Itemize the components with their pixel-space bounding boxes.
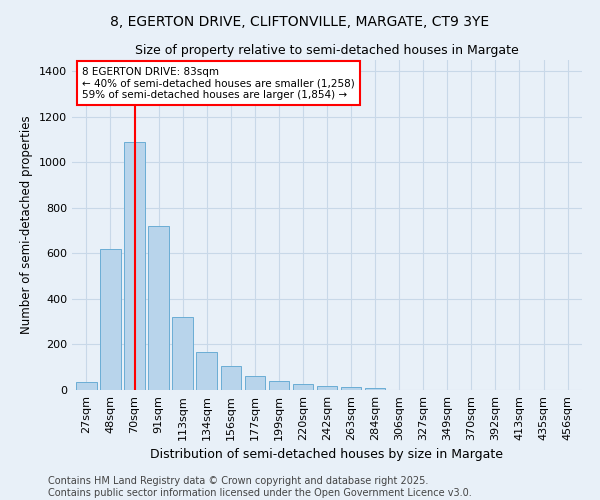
Bar	[148, 226, 169, 390]
Bar	[341, 388, 361, 390]
Bar	[172, 317, 193, 390]
Y-axis label: Number of semi-detached properties: Number of semi-detached properties	[20, 116, 34, 334]
Bar	[100, 249, 121, 390]
X-axis label: Distribution of semi-detached houses by size in Margate: Distribution of semi-detached houses by …	[151, 448, 503, 462]
Bar	[245, 376, 265, 390]
Bar	[76, 382, 97, 390]
Bar	[365, 388, 385, 390]
Bar	[221, 366, 241, 390]
Bar	[124, 142, 145, 390]
Bar	[196, 352, 217, 390]
Title: Size of property relative to semi-detached houses in Margate: Size of property relative to semi-detach…	[135, 44, 519, 58]
Text: 8, EGERTON DRIVE, CLIFTONVILLE, MARGATE, CT9 3YE: 8, EGERTON DRIVE, CLIFTONVILLE, MARGATE,…	[110, 15, 490, 29]
Bar	[269, 381, 289, 390]
Bar	[317, 386, 337, 390]
Text: Contains HM Land Registry data © Crown copyright and database right 2025.
Contai: Contains HM Land Registry data © Crown c…	[48, 476, 472, 498]
Text: 8 EGERTON DRIVE: 83sqm
← 40% of semi-detached houses are smaller (1,258)
59% of : 8 EGERTON DRIVE: 83sqm ← 40% of semi-det…	[82, 66, 355, 100]
Bar	[293, 384, 313, 390]
